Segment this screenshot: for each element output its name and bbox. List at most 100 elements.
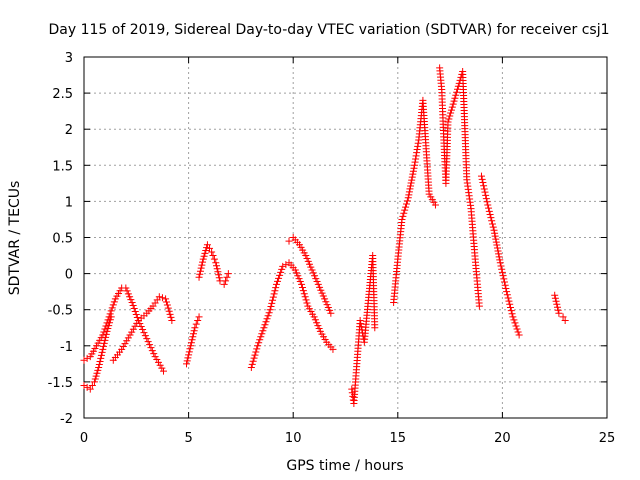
data-point — [398, 215, 406, 223]
data-point — [256, 336, 264, 344]
data-point — [121, 340, 129, 348]
data-point — [402, 203, 410, 211]
data-point — [504, 294, 512, 302]
data-point — [222, 277, 230, 285]
data-point — [323, 301, 331, 309]
data-point — [496, 256, 504, 264]
data-point — [155, 293, 163, 301]
data-point — [133, 319, 141, 327]
data-point — [130, 304, 138, 312]
data-point — [510, 316, 518, 324]
data-point — [306, 260, 314, 268]
data-point — [551, 294, 559, 302]
data-point — [485, 204, 493, 212]
data-point — [119, 343, 127, 351]
data-point — [553, 303, 561, 311]
data-point — [552, 297, 560, 305]
data-point — [407, 182, 415, 190]
x-tick-label: 20 — [494, 431, 511, 446]
data-point — [485, 207, 493, 215]
data-point — [480, 185, 488, 193]
grid-layer — [84, 57, 607, 418]
data-point — [258, 330, 266, 338]
data-point — [261, 321, 269, 329]
data-point — [80, 382, 88, 390]
data-point — [445, 115, 453, 123]
data-point — [494, 247, 502, 255]
data-point — [80, 356, 88, 364]
data-point — [450, 97, 458, 105]
data-point — [492, 238, 500, 246]
data-point — [267, 303, 275, 311]
data-point — [493, 241, 501, 249]
data-point — [269, 296, 277, 304]
data-point — [506, 300, 514, 308]
data-point — [90, 378, 98, 386]
data-point — [92, 372, 100, 380]
data-point — [505, 297, 513, 305]
data-point — [295, 275, 303, 283]
data-point — [357, 323, 365, 331]
data-point — [329, 345, 337, 353]
data-point — [303, 254, 311, 262]
data-point — [196, 270, 204, 278]
data-point — [212, 259, 220, 267]
data-point — [190, 327, 198, 335]
data-point — [319, 292, 327, 300]
data-point — [265, 309, 273, 317]
data-point — [214, 268, 222, 276]
data-point — [96, 357, 104, 365]
data-point — [490, 226, 498, 234]
data-point — [131, 322, 139, 330]
data-point — [489, 223, 497, 231]
data-point — [512, 322, 520, 330]
data-point — [224, 270, 232, 278]
data-point — [197, 264, 205, 272]
data-point — [488, 217, 496, 225]
data-point — [91, 375, 99, 383]
plot-frame — [83, 56, 608, 419]
data-point — [264, 312, 272, 320]
y-tick-label: 2.5 — [52, 87, 73, 102]
data-point — [139, 326, 147, 334]
data-point — [198, 261, 206, 269]
data-point — [551, 291, 559, 299]
y-tick-label: 0.5 — [52, 232, 73, 247]
data-point — [508, 310, 516, 318]
data-point — [411, 158, 419, 166]
data-point — [153, 356, 161, 364]
data-point — [93, 369, 101, 377]
y-tick-label: -1 — [60, 340, 73, 355]
data-point — [293, 269, 301, 277]
data-point — [101, 336, 109, 344]
data-point — [105, 322, 113, 330]
y-tick-label: -2 — [60, 412, 73, 427]
data-point — [296, 278, 304, 286]
data-point — [202, 246, 210, 254]
data-point — [447, 106, 455, 114]
data-point — [310, 313, 318, 321]
data-point — [271, 287, 279, 295]
data-point — [165, 307, 173, 315]
data-point — [482, 191, 490, 199]
data-point — [282, 261, 290, 269]
data-point — [206, 244, 214, 252]
data-point — [272, 280, 280, 288]
x-tick-label: 10 — [285, 431, 302, 446]
data-point — [555, 309, 563, 317]
data-point — [146, 341, 154, 349]
data-point — [507, 307, 515, 315]
data-point — [431, 201, 439, 209]
data-point — [187, 339, 195, 347]
data-point — [278, 265, 286, 273]
data-point — [275, 274, 283, 282]
data-point — [247, 363, 255, 371]
data-point — [133, 314, 141, 322]
data-point — [301, 293, 309, 301]
data-point — [128, 328, 136, 336]
data-point — [514, 328, 522, 336]
data-point — [107, 313, 115, 321]
data-point — [83, 383, 91, 391]
data-point — [313, 278, 321, 286]
data-point — [321, 295, 329, 303]
